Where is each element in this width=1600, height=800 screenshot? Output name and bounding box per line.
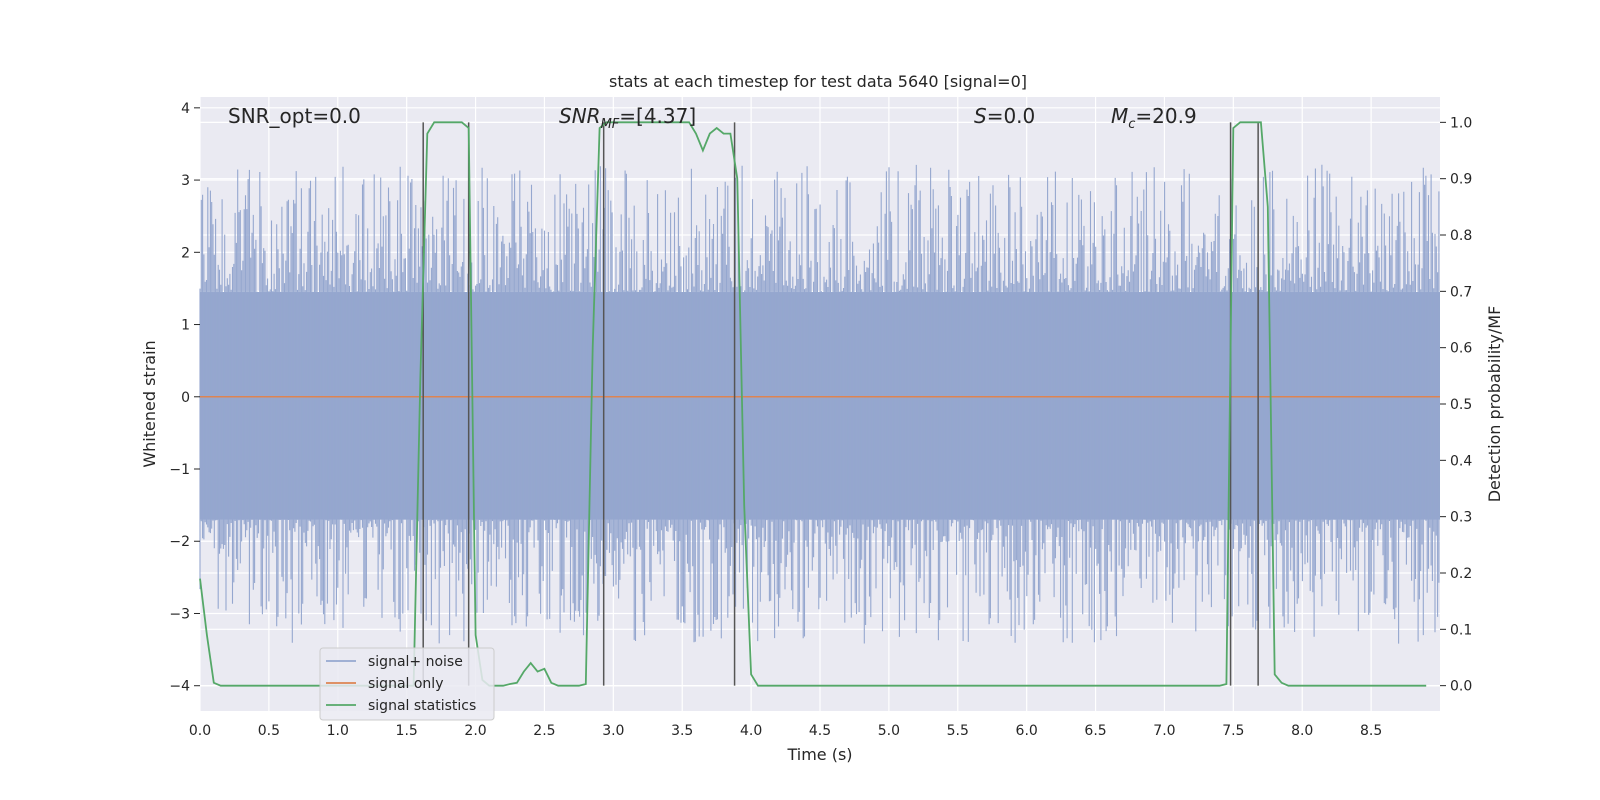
x-tick-label: 3.5 <box>671 723 693 739</box>
legend-box <box>319 647 495 721</box>
x-tick-label: 8.0 <box>1291 723 1313 739</box>
y-right-tick-label: 0.4 <box>1450 453 1472 469</box>
y-right-tick-label: 0.0 <box>1450 679 1472 695</box>
y-right-tick-label: 0.8 <box>1450 228 1472 244</box>
x-tick-label: 8.5 <box>1360 723 1382 739</box>
y-right-tick-label: 0.1 <box>1450 622 1472 638</box>
x-tick-label: 2.0 <box>464 723 486 739</box>
y-right-tick-label: 0.3 <box>1450 510 1472 526</box>
annotation-mc-symbol: M <box>1111 104 1128 128</box>
annotation-snr-mf-value: =[4.37] <box>619 104 696 128</box>
x-tick-label: 0.0 <box>189 723 211 739</box>
y-right-tick-label: 0.2 <box>1450 566 1472 582</box>
annotation-snr-mf-symbol: SNR <box>559 104 601 128</box>
legend: signal+ noise signal only signal statist… <box>319 647 495 721</box>
legend-label-signal-noise: signal+ noise <box>368 654 463 670</box>
x-tick-label: 3.0 <box>602 723 624 739</box>
y-left-tick-label: −3 <box>169 606 190 622</box>
x-axis-label: Time (s) <box>786 745 852 764</box>
signal-statistics-series <box>199 121 1427 687</box>
annotation-mc-subscript: c <box>1128 117 1135 132</box>
y-left-tick-label: 2 <box>181 245 190 261</box>
annotation-snr-opt: SNR_opt=0.0 <box>228 104 361 128</box>
x-tick-label: 1.5 <box>396 723 418 739</box>
annotation-snr-mf-subscript: MF <box>601 117 620 132</box>
x-tick-label: 4.0 <box>740 723 762 739</box>
x-tick-label: 0.5 <box>258 723 280 739</box>
x-tick-label: 5.5 <box>947 723 969 739</box>
annotation-mc: Mc=20.9 <box>1111 104 1197 132</box>
x-axis-ticks: 0.0 0.5 1.0 1.5 2.0 2.5 3.0 3.5 4.0 4.5 5.0 5.5 6.0 6… <box>189 723 1382 739</box>
annotation-snr-mf: SNRMF=[4.37] <box>559 104 696 132</box>
y-axis-right-ticks: 0.0 0.1 0.2 0.3 0.4 0.5 0.6 0.7 0.8 0.9 1.0 <box>1440 115 1472 695</box>
legend-label-signal-statistics: signal statistics <box>368 698 476 714</box>
noise-spikes <box>199 164 1440 644</box>
y-left-tick-label: 4 <box>181 101 190 117</box>
x-tick-label: 2.5 <box>533 723 555 739</box>
y-left-tick-label: 0 <box>181 390 190 406</box>
annotation-s-symbol: S <box>974 104 987 128</box>
legend-label-signal-only: signal only <box>368 676 443 692</box>
y-right-tick-label: 0.6 <box>1450 341 1472 357</box>
chart-title: stats at each timestep for test data 564… <box>609 72 1027 91</box>
y-axis-left-ticks: −4 −3 −2 −1 0 1 2 3 4 <box>169 101 200 695</box>
y-axis-right-label: Detection probability/MF <box>1485 306 1504 503</box>
x-tick-label: 6.0 <box>1016 723 1038 739</box>
x-tick-label: 6.5 <box>1084 723 1106 739</box>
y-left-tick-label: 1 <box>181 318 190 334</box>
annotation-s-value: =0.0 <box>987 104 1036 128</box>
y-left-tick-label: −4 <box>169 679 190 695</box>
x-tick-label: 5.0 <box>878 723 900 739</box>
y-left-tick-label: −1 <box>169 462 190 478</box>
y-right-tick-label: 1.0 <box>1450 115 1472 131</box>
y-left-tick-label: −2 <box>169 534 190 550</box>
y-right-tick-label: 0.5 <box>1450 397 1472 413</box>
y-axis-left-label: Whitened strain <box>140 340 159 467</box>
x-tick-label: 7.5 <box>1222 723 1244 739</box>
y-right-tick-label: 0.9 <box>1450 172 1472 188</box>
y-right-tick-label: 0.7 <box>1450 284 1472 300</box>
signal-noise-series <box>199 164 1440 644</box>
x-tick-label: 4.5 <box>809 723 831 739</box>
annotation-s: S=0.0 <box>974 104 1035 128</box>
x-tick-label: 7.0 <box>1153 723 1175 739</box>
y-left-tick-label: 3 <box>181 173 190 189</box>
annotation-mc-value: =20.9 <box>1135 104 1196 128</box>
x-tick-label: 1.0 <box>327 723 349 739</box>
